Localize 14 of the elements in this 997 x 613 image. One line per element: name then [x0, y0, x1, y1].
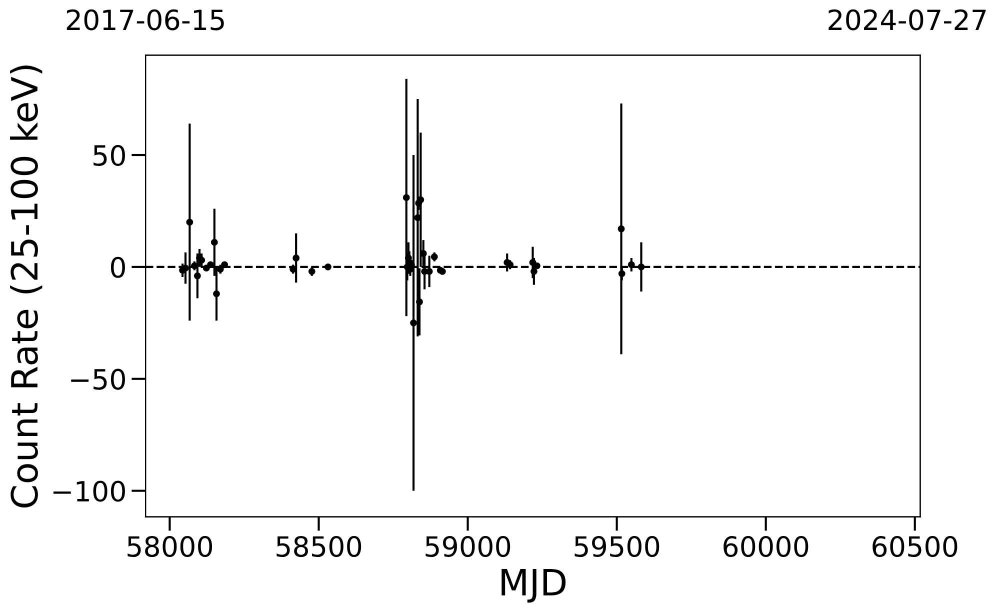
x-tick-label: 58500 — [276, 536, 362, 558]
x-tick-label: 60000 — [724, 536, 808, 558]
x2-tick-label: 2017-06-15 — [66, 9, 224, 30]
y-axis-title: Count Rate (25-100 keV) — [10, 66, 42, 508]
x-axis-title: MJD — [502, 569, 566, 603]
y-tick-label: −50 — [71, 368, 125, 390]
y-tick-label: −100 — [53, 480, 125, 502]
x-tick-label: 60500 — [872, 536, 958, 558]
y-tick-label: 0 — [110, 256, 125, 278]
y-tick-label: 50 — [94, 144, 125, 166]
x2-tick-label: 2024-07-27 — [828, 9, 986, 30]
x-tick-label: 58000 — [128, 536, 212, 558]
x-tick-label: 59500 — [574, 536, 660, 558]
x-tick-label: 59000 — [426, 536, 510, 558]
